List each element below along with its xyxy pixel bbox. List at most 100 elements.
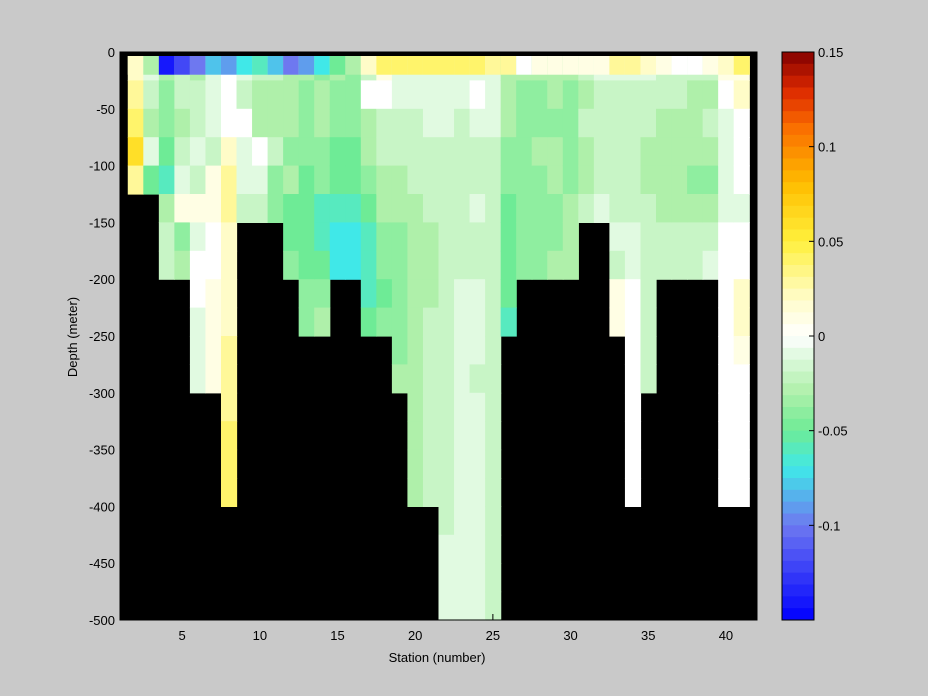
heatmap-cell bbox=[205, 307, 222, 337]
heatmap-cell bbox=[578, 137, 595, 167]
heatmap-cell bbox=[407, 392, 424, 422]
heatmap-cell bbox=[624, 250, 642, 280]
heatmap-cell bbox=[718, 137, 735, 167]
heatmap-cell bbox=[609, 80, 626, 110]
heatmap-cell bbox=[547, 80, 564, 110]
heatmap-cell bbox=[391, 250, 409, 280]
heatmap-cell bbox=[485, 506, 502, 536]
heatmap-cell bbox=[609, 250, 626, 280]
heatmap-cell bbox=[236, 108, 253, 138]
heatmap-cell bbox=[252, 194, 269, 223]
heatmap-cell bbox=[205, 137, 222, 167]
heatmap-cell bbox=[438, 307, 455, 337]
heatmap-cell bbox=[469, 307, 486, 337]
heatmap-cell bbox=[640, 137, 657, 167]
colorbar-swatch bbox=[782, 205, 814, 219]
colorbar-swatch bbox=[782, 52, 814, 65]
surface-cell bbox=[547, 52, 564, 75]
heatmap-cell bbox=[298, 307, 315, 337]
heatmap-cell bbox=[205, 108, 222, 138]
heatmap-cell bbox=[500, 250, 517, 280]
heatmap-cell bbox=[360, 250, 377, 280]
heatmap-cell bbox=[454, 392, 471, 422]
heatmap-cell bbox=[329, 194, 346, 223]
heatmap-cell bbox=[298, 108, 315, 138]
heatmap-cell bbox=[454, 137, 471, 167]
heatmap-cell bbox=[391, 336, 409, 365]
heatmap-cell bbox=[143, 108, 160, 138]
heatmap-cell bbox=[547, 137, 564, 167]
surface-cell bbox=[454, 52, 471, 75]
colorbar-swatch bbox=[782, 123, 814, 136]
heatmap-cell bbox=[407, 80, 424, 110]
surface-cell bbox=[640, 52, 657, 75]
heatmap-cell bbox=[733, 80, 750, 110]
heatmap-cell bbox=[360, 222, 377, 252]
heatmap-cell bbox=[422, 222, 440, 252]
heatmap-cell bbox=[624, 478, 642, 507]
heatmap-cell bbox=[578, 80, 595, 110]
colorbar-swatch bbox=[782, 442, 814, 455]
surface-cell bbox=[174, 52, 191, 75]
heatmap-cell bbox=[671, 194, 688, 223]
heatmap-cell bbox=[500, 194, 517, 223]
y-tick-label: -500 bbox=[89, 613, 115, 628]
colorbar-swatch bbox=[782, 395, 814, 408]
heatmap-cell bbox=[220, 478, 238, 507]
heatmap-cell bbox=[220, 364, 238, 394]
heatmap-cell bbox=[562, 222, 579, 252]
heatmap-cell bbox=[609, 222, 626, 252]
colorbar-swatch bbox=[782, 489, 814, 503]
heatmap-cell bbox=[422, 336, 440, 365]
heatmap-cell bbox=[671, 250, 688, 280]
heatmap-cell bbox=[422, 307, 440, 337]
heatmap-cell bbox=[407, 279, 424, 309]
heatmap-cell bbox=[298, 222, 315, 252]
heatmap-cell bbox=[547, 165, 564, 195]
x-tick-label: 10 bbox=[253, 628, 267, 643]
heatmap-cell bbox=[718, 165, 735, 195]
heatmap-cell bbox=[454, 534, 471, 564]
heatmap-cell bbox=[283, 108, 300, 138]
heatmap-cell bbox=[687, 250, 704, 280]
heatmap-cell bbox=[454, 165, 471, 195]
heatmap-cell bbox=[454, 336, 471, 365]
y-tick-label: -400 bbox=[89, 499, 115, 514]
heatmap-cell bbox=[454, 194, 471, 223]
heatmap-cell bbox=[733, 336, 750, 365]
heatmap-cell bbox=[438, 165, 455, 195]
colorbar-swatch bbox=[782, 584, 814, 597]
heatmap-cell bbox=[469, 364, 486, 394]
heatmap-cell bbox=[267, 165, 284, 195]
surface-cell bbox=[733, 52, 750, 75]
heatmap-cell bbox=[158, 165, 175, 195]
heatmap-cell bbox=[422, 364, 440, 394]
heatmap-cell bbox=[562, 165, 579, 195]
heatmap-cell bbox=[314, 80, 331, 110]
heatmap-cell bbox=[391, 307, 409, 337]
heatmap-cell bbox=[671, 80, 688, 110]
heatmap-cell bbox=[733, 137, 750, 167]
surface-edge bbox=[120, 52, 757, 56]
heatmap-cell bbox=[562, 80, 579, 110]
heatmap-cell bbox=[189, 80, 207, 110]
heatmap-cell bbox=[656, 108, 673, 138]
heatmap-cell bbox=[485, 165, 502, 195]
heatmap-cell bbox=[687, 194, 704, 223]
heatmap-cell bbox=[516, 165, 533, 195]
colorbar-tick-label: 0.15 bbox=[818, 45, 843, 60]
heatmap-cell bbox=[422, 478, 440, 507]
y-tick-label: -350 bbox=[89, 443, 115, 458]
y-tick-label: -100 bbox=[89, 159, 115, 174]
heatmap-cell bbox=[485, 421, 502, 451]
colorbar-swatch bbox=[782, 265, 814, 278]
heatmap-cell bbox=[407, 222, 424, 252]
heatmap-cell bbox=[624, 80, 642, 110]
surface-cell bbox=[624, 52, 642, 75]
heatmap-cell bbox=[609, 279, 626, 309]
heatmap-cell bbox=[562, 194, 579, 223]
heatmap-cell bbox=[593, 80, 611, 110]
colorbar-swatch bbox=[782, 99, 814, 112]
heatmap-cell bbox=[469, 449, 486, 479]
heatmap-cell bbox=[624, 165, 642, 195]
